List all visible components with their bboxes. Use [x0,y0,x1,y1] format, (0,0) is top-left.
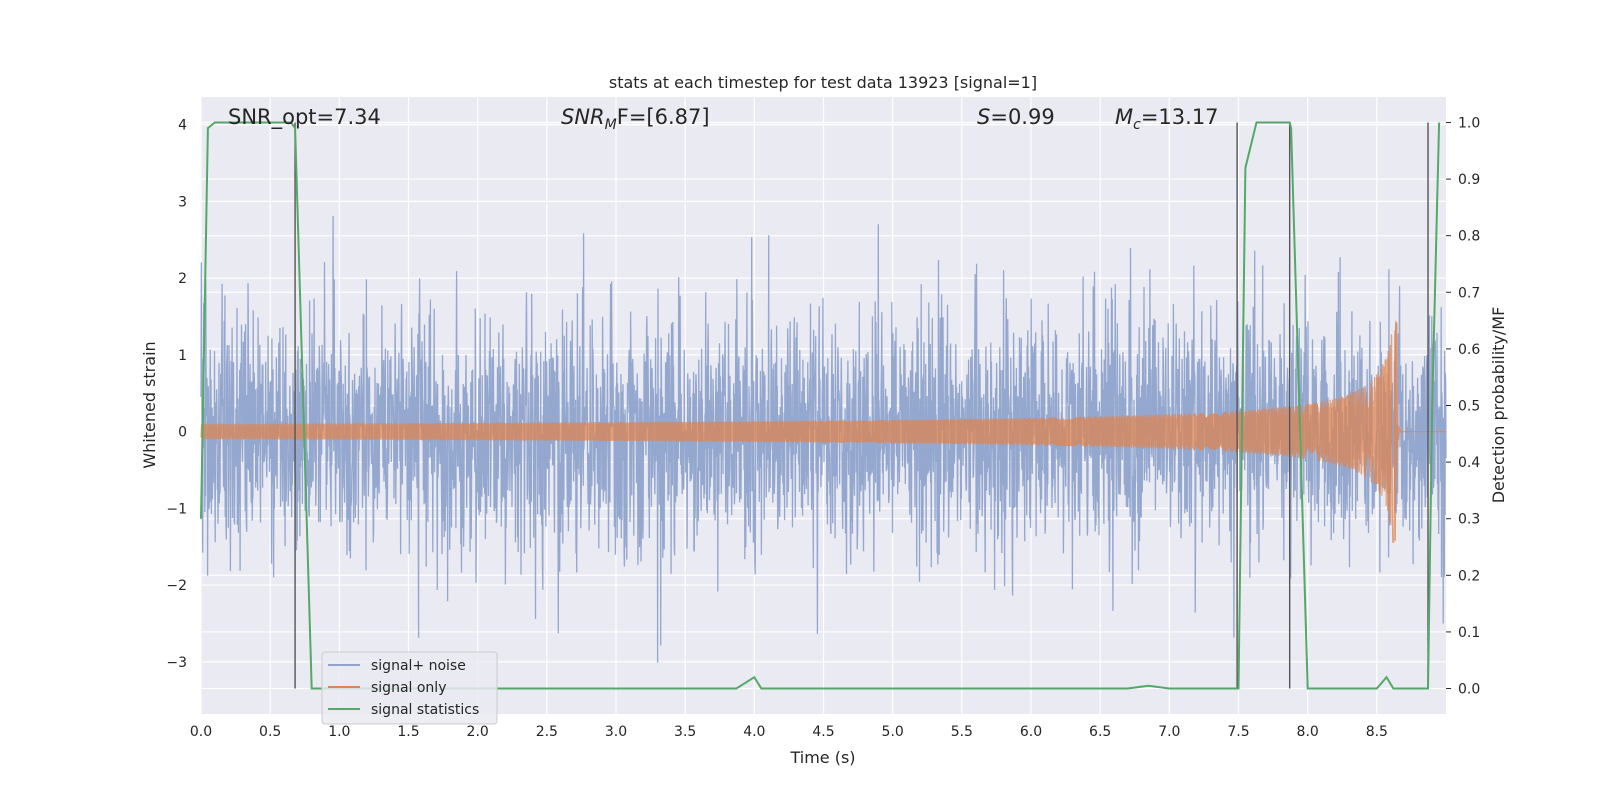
y2-tick-label: 0.9 [1458,172,1480,188]
data-layer [200,216,1447,663]
x-tick-label: 2.0 [467,724,489,740]
legend: signal+ noise signal only signal statist… [321,651,498,725]
x-tick-label: 0.0 [190,724,212,740]
x-tick-label: 3.5 [674,724,696,740]
annotation-mc-main: M [1115,105,1133,129]
x-tick-label: 4.0 [743,724,765,740]
y2-axis-label: Detection probability/MF [1489,307,1508,504]
x-tick-label: 5.0 [882,724,904,740]
y2-tick-label: 0.6 [1458,342,1480,358]
tick-layer: 0.0 0.5 1.0 1.5 2.0 2.5 3.0 3.5 4.0 4.5 5.0 5.5 6.0 6… [166,115,1480,740]
y2-tick-label: 0.3 [1458,512,1480,528]
x-tick-label: 7.0 [1158,724,1180,740]
annotation-snr-mf-sub: M [605,117,617,133]
annotation-s-main: S [977,105,990,129]
annotation-snr-mf-rest: F=[6.87] [617,105,710,129]
annotation-mc: Mc=13.17 [1115,105,1219,133]
y-tick-label: −2 [166,578,187,594]
x-tick-label: 4.5 [812,724,834,740]
x-tick-label: 5.5 [951,724,973,740]
y2-tick-label: 0.5 [1458,399,1480,415]
annotation-snr-mf-main: SNR [561,105,605,129]
legend-label-signal-only: signal only [371,680,446,696]
y2-tick-label: 0.7 [1458,285,1480,301]
annotation-snr-opt: SNR_opt=7.34 [228,105,381,130]
annotation-mc-rest: =13.17 [1141,105,1219,129]
y-tick-label: 4 [178,118,187,134]
x-tick-label: 6.0 [1020,724,1042,740]
x-tick-label: 8.5 [1366,724,1388,740]
x-tick-label: 2.5 [536,724,558,740]
y2-tick-label: 0.4 [1458,455,1480,471]
y2-tick-label: 1.0 [1458,115,1480,131]
series-signal-only-line [200,320,1446,543]
y-tick-label: 2 [178,271,187,287]
x-tick-label: 8.0 [1297,724,1319,740]
chart-title: stats at each timestep for test data 139… [609,73,1037,92]
y-tick-label: 0 [178,425,187,441]
y2-tick-label: 0.1 [1458,625,1480,641]
series-signal-statistics-line [200,121,1441,690]
legend-box [321,651,498,725]
y-tick-label: −3 [166,655,187,671]
annotation-s-rest: =0.99 [990,105,1054,129]
annotation-snr-mf: SNRMF=[6.87] [561,105,710,133]
x-axis-label: Time (s) [789,748,855,767]
x-tick-label: 3.0 [605,724,627,740]
x-tick-label: 6.5 [1089,724,1111,740]
y2-tick-label: 0.0 [1458,682,1480,698]
y-tick-label: 3 [178,194,187,210]
annotation-s: S=0.99 [977,105,1055,129]
y-axis-label: Whitened strain [140,341,159,468]
annotation-layer: SNR_opt=7.34 SNRMF=[6.87] S=0.99 Mc=13.1… [228,105,1219,133]
y-tick-label: −1 [166,501,187,517]
vline-layer [200,121,1441,690]
x-tick-label: 0.5 [259,724,281,740]
y-tick-label: 1 [178,348,187,364]
y2-tick-label: 0.2 [1458,568,1480,584]
legend-label-signal-noise: signal+ noise [371,658,466,674]
legend-label-signal-statistics: signal statistics [371,702,479,718]
x-tick-label: 7.5 [1227,724,1249,740]
annotation-mc-sub: c [1133,117,1141,133]
y2-tick-label: 0.8 [1458,229,1480,245]
x-tick-label: 1.0 [328,724,350,740]
x-tick-label: 1.5 [397,724,419,740]
